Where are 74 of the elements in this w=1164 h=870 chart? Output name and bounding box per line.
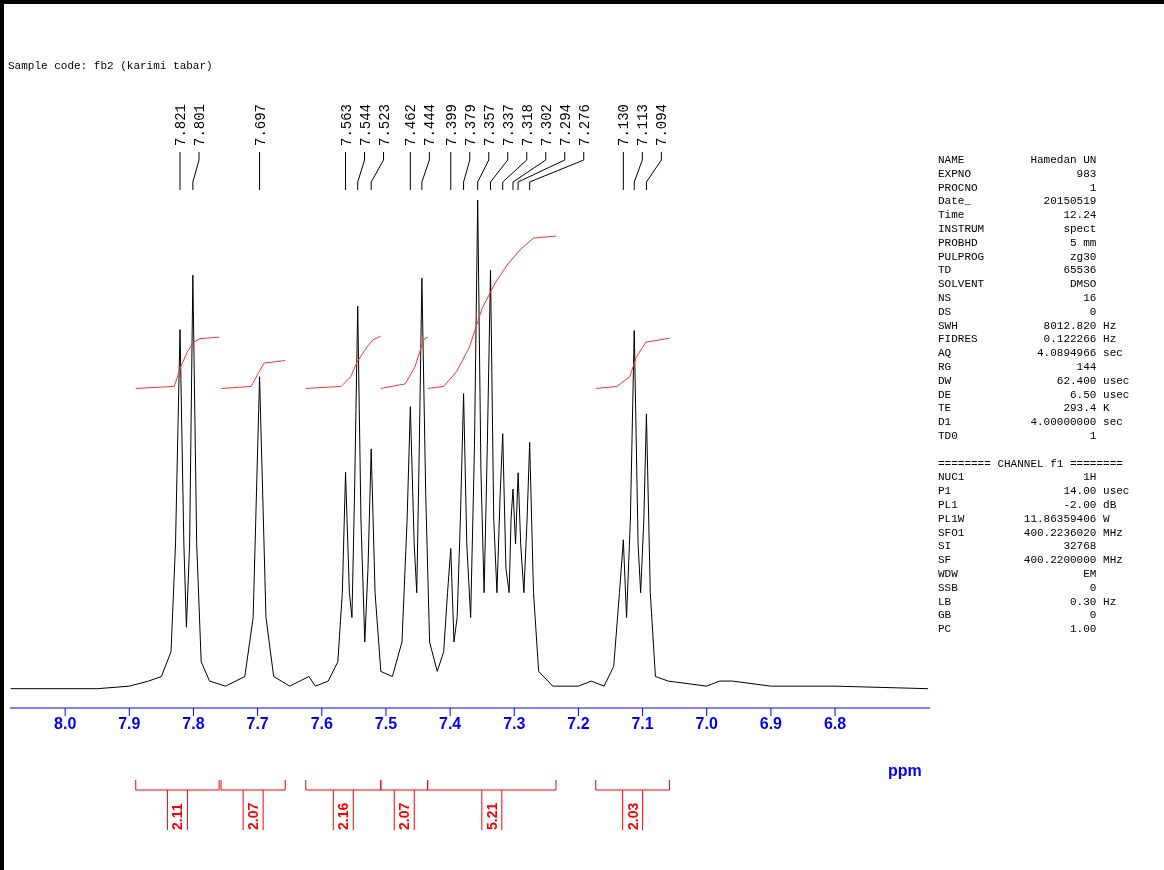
text: 2.03 [624, 802, 641, 830]
x-tick-label: 6.9 [759, 715, 783, 733]
text: NUC1 1H [938, 471, 1098, 486]
x-tick-label: 7.8 [182, 715, 205, 733]
text: PROCNO 1 [938, 181, 1098, 196]
text: 7.399 [443, 103, 460, 146]
text: SI 32768 [938, 540, 1098, 555]
text: 7.563 [338, 103, 355, 146]
text: 7.444 [422, 103, 439, 146]
text: DW 62.400 usec [938, 374, 1130, 389]
text: FIDRES 0.122266 Hz [938, 333, 1118, 348]
text: 7.523 [376, 103, 393, 146]
text: 2.11 [169, 803, 186, 830]
x-tick-label: 7.6 [310, 715, 334, 733]
text: NS 16 [938, 291, 1098, 306]
x-tick-label: 7.2 [567, 715, 590, 733]
text: SOLVENT DMSO [938, 278, 1098, 292]
text: 2.16 [335, 802, 352, 830]
text: Date_ 20150519 [938, 195, 1098, 210]
text: AQ 4.0894966 sec [938, 347, 1124, 361]
text: 7.130 [616, 103, 633, 146]
x-tick-label: 7.4 [438, 715, 462, 733]
text: PROBHD 5 mm [938, 236, 1098, 251]
text: SFO1 400.2236020 MHz [938, 526, 1124, 541]
x-tick-label: 6.8 [823, 715, 847, 733]
text: 7.318 [519, 103, 536, 146]
text: 2.07 [396, 802, 413, 830]
text: LB 0.30 Hz [938, 595, 1118, 610]
text: TD 65536 [938, 264, 1098, 279]
text: 7.379 [462, 103, 479, 146]
text: PC 1.00 [938, 623, 1098, 637]
text: PL1 -2.00 dB [938, 498, 1118, 513]
x-tick-label: 7.7 [246, 715, 269, 733]
text: WDW EM [938, 567, 1098, 582]
x-tick-label: 7.0 [695, 715, 718, 733]
text: D1 4.00000000 sec [938, 416, 1124, 430]
x-tick-label: 8.0 [54, 715, 77, 733]
text: RG 144 [938, 360, 1098, 375]
x-tick-label: 7.5 [374, 715, 398, 733]
text: TD0 1 [938, 429, 1098, 444]
text: 5.21 [483, 802, 500, 830]
text: 2.07 [245, 802, 262, 830]
text: 7.544 [357, 103, 374, 146]
text: 7.801 [192, 103, 209, 146]
text: 7.113 [635, 103, 652, 146]
text: P1 14.00 usec [938, 485, 1130, 499]
x-tick-label: 7.3 [503, 715, 526, 733]
text: PULPROG zg30 [938, 250, 1098, 265]
text: 7.821 [173, 103, 190, 146]
text: 7.276 [576, 103, 593, 146]
text: 7.294 [557, 103, 574, 146]
text: 7.337 [500, 103, 517, 146]
text: Time 12.24 [938, 209, 1098, 223]
text: 7.094 [654, 103, 671, 146]
x-tick-label: 7.1 [631, 715, 654, 733]
text: TE 293.4 K [938, 402, 1111, 417]
text: NAME Hamedan UN [938, 154, 1098, 168]
text: SWH 8012.820 Hz [938, 319, 1118, 334]
text: PL1W 11.86359406 W [938, 512, 1111, 527]
x-tick-label: 7.9 [118, 715, 141, 733]
text: SF 400.2200000 MHz [938, 554, 1124, 568]
text: 7.357 [481, 103, 498, 146]
x-axis-title: ppm [888, 762, 922, 780]
text: ======== CHANNEL f1 ======== [938, 457, 1124, 472]
text: INSTRUM spect [938, 222, 1098, 237]
text: GB 0 [938, 609, 1098, 624]
text: DS 0 [938, 305, 1098, 320]
text: 7.462 [403, 103, 420, 146]
text: DE 6.50 usec [938, 388, 1130, 403]
text: 7.302 [538, 103, 555, 146]
chart-title: Sample code: fb2 (karimi tabar) [8, 60, 213, 72]
text: EXPNO 983 [938, 167, 1098, 182]
text: 7.697 [252, 103, 269, 146]
text: SSB 0 [938, 581, 1098, 596]
